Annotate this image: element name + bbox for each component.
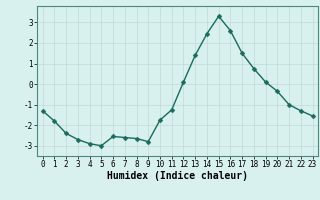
X-axis label: Humidex (Indice chaleur): Humidex (Indice chaleur) — [107, 171, 248, 181]
